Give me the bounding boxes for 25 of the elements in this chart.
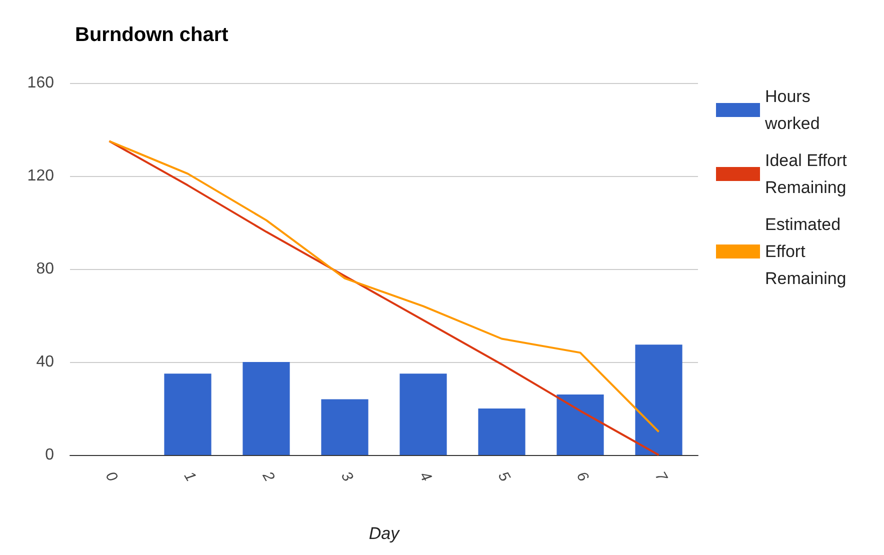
y-tick-label: 120 — [27, 168, 54, 184]
x-tick-label: 7 — [651, 468, 671, 486]
bar — [635, 344, 682, 455]
bar — [321, 399, 368, 455]
x-tick-label: 4 — [416, 468, 435, 484]
legend-label: Hours worked — [764, 87, 820, 133]
x-tick-label: 3 — [337, 468, 357, 486]
y-tick-label: 160 — [27, 74, 54, 92]
x-tick-label: 1 — [180, 468, 200, 484]
y-tick-label: 0 — [45, 446, 54, 464]
x-tick-label: 2 — [258, 468, 278, 486]
bar — [164, 374, 212, 455]
bar — [242, 362, 290, 455]
y-tick-label: 40 — [36, 354, 54, 370]
x-tick-label: 5 — [494, 468, 514, 486]
bar — [478, 408, 526, 455]
x-tick-label: 6 — [572, 468, 592, 486]
x-axis-title: Day — [368, 524, 401, 543]
bar — [556, 394, 604, 455]
legend-label: Estimated Effort Remaining — [765, 215, 846, 288]
chart-title: Burndown chart — [75, 24, 229, 46]
y-tick-label: 80 — [36, 260, 54, 278]
bar — [400, 374, 447, 455]
legend-label: Ideal Effort Remaining — [765, 151, 852, 197]
x-tick-label: 0 — [102, 468, 122, 486]
